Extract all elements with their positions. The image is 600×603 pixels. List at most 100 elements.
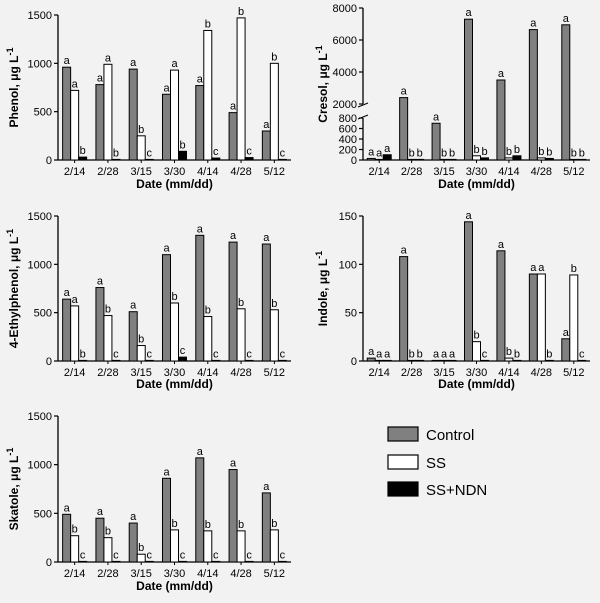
bar-control bbox=[464, 18, 473, 161]
bar-ss bbox=[504, 357, 514, 362]
bar-control bbox=[261, 243, 271, 362]
significance-letter: b bbox=[171, 291, 177, 303]
x-tick-label: 2/28 bbox=[401, 166, 422, 178]
significance-letter: a bbox=[230, 230, 237, 242]
y-axis-label: Skatole, μg L-1 bbox=[5, 448, 21, 531]
significance-letter: c bbox=[113, 549, 119, 561]
x-axis-label: Date (mm/dd) bbox=[438, 377, 515, 391]
x-axis-label: Date (mm/dd) bbox=[136, 377, 213, 391]
significance-letter: b bbox=[409, 348, 415, 360]
bar-ss bbox=[439, 359, 449, 362]
legend-swatch-ss-ndn bbox=[387, 481, 419, 497]
bar-ss bbox=[374, 359, 384, 362]
bar-control bbox=[128, 311, 138, 362]
significance-letter: a bbox=[163, 466, 170, 478]
x-tick-label: 2/28 bbox=[97, 568, 118, 580]
bar-control bbox=[162, 477, 171, 563]
bar-ss-ndn bbox=[447, 158, 457, 161]
axis-break-mark bbox=[357, 114, 369, 120]
y-tick-label: 200 bbox=[339, 145, 357, 157]
bar-ss bbox=[203, 530, 213, 563]
y-axis-label-text: Cresol, μg L bbox=[316, 53, 330, 122]
bar-ss-ndn bbox=[512, 155, 522, 161]
y-tick-label: 1500 bbox=[28, 10, 52, 22]
x-tick-label: 4/14 bbox=[498, 367, 519, 379]
indole-chart: 0 50 100 150 Indole, μg L-1 Date (mm/dd) 2/14 a… bbox=[314, 210, 590, 391]
bar-ss-ndn bbox=[447, 359, 457, 362]
bar-control bbox=[195, 85, 205, 161]
significance-letter: b bbox=[238, 519, 244, 531]
bar-ss bbox=[269, 309, 279, 362]
bar-control bbox=[128, 68, 138, 161]
y-tick-label: 800 bbox=[339, 113, 357, 125]
significance-letter: b bbox=[80, 145, 86, 157]
significance-letter: b bbox=[417, 147, 423, 159]
y-tick-label: 0 bbox=[46, 557, 52, 569]
x-tick-label: 2/14 bbox=[64, 568, 85, 580]
significance-letter: c bbox=[146, 549, 152, 561]
bar-ss-ndn bbox=[512, 359, 522, 362]
significance-letter: b bbox=[417, 348, 423, 360]
significance-letter: a bbox=[376, 147, 383, 159]
x-tick-label: 4/14 bbox=[197, 367, 218, 379]
significance-letter: b bbox=[138, 334, 144, 346]
bar-ss bbox=[407, 158, 417, 161]
bar-ss-ndn bbox=[111, 560, 121, 563]
legend-label-ss-ndn: SS+NDN bbox=[426, 482, 487, 499]
significance-letter: a bbox=[163, 82, 170, 94]
significance-letter: b bbox=[205, 519, 211, 531]
significance-letter: a bbox=[465, 7, 472, 19]
bar-ss bbox=[236, 530, 246, 563]
bar-control bbox=[228, 469, 238, 563]
significance-letter: c bbox=[280, 549, 286, 561]
bar-control bbox=[62, 513, 72, 563]
significance-letter: c bbox=[113, 348, 119, 360]
x-tick-label: 2/14 bbox=[369, 367, 390, 379]
significance-letter: b bbox=[538, 146, 544, 158]
significance-letter: b bbox=[441, 147, 447, 159]
bar-ss bbox=[103, 315, 113, 362]
significance-letter: a bbox=[563, 13, 570, 25]
bar-ss bbox=[70, 89, 80, 161]
significance-letter: a bbox=[376, 348, 383, 360]
significance-letter: b bbox=[514, 348, 520, 360]
significance-letter: a bbox=[441, 348, 448, 360]
significance-letter: a bbox=[130, 300, 137, 312]
significance-letter: b bbox=[271, 51, 277, 63]
significance-letter: a bbox=[97, 276, 104, 288]
significance-letter: a bbox=[384, 143, 391, 155]
significance-letter: a bbox=[72, 78, 79, 90]
significance-letter: a bbox=[538, 262, 545, 274]
bar-control bbox=[561, 24, 571, 161]
x-tick-label: 2/28 bbox=[401, 367, 422, 379]
bar-ss bbox=[504, 157, 514, 161]
significance-letter: a bbox=[197, 74, 204, 86]
x-tick-label: 2/28 bbox=[97, 367, 118, 379]
bar-ss-ndn bbox=[111, 359, 121, 362]
x-tick-label: 4/14 bbox=[197, 166, 218, 178]
bar-ss bbox=[374, 158, 384, 161]
y-tick-label: 500 bbox=[34, 508, 52, 520]
significance-letter: b bbox=[473, 144, 479, 156]
significance-letter: b bbox=[449, 147, 455, 159]
y-tick-label: 8000 bbox=[333, 3, 357, 15]
bar-ss bbox=[236, 17, 246, 161]
x-tick-label: 4/28 bbox=[531, 367, 552, 379]
significance-letter: b bbox=[238, 297, 244, 309]
significance-letter: c bbox=[213, 348, 219, 360]
bar-control bbox=[464, 221, 473, 362]
x-tick-label: 5/12 bbox=[563, 166, 584, 178]
x-tick-label: 3/15 bbox=[131, 367, 152, 379]
significance-letter: b bbox=[105, 526, 111, 538]
significance-letter: b bbox=[179, 139, 185, 151]
bar-ss bbox=[407, 359, 417, 362]
x-tick-label: 3/15 bbox=[433, 367, 454, 379]
bar-ss bbox=[439, 158, 449, 161]
significance-letter: b bbox=[205, 305, 211, 317]
legend-label-ss: SS bbox=[426, 455, 446, 472]
y-tick-label: 6000 bbox=[333, 35, 357, 47]
bar-ss-ndn bbox=[111, 158, 121, 161]
significance-letter: c bbox=[246, 549, 252, 561]
bar-ss-ndn bbox=[277, 158, 287, 161]
